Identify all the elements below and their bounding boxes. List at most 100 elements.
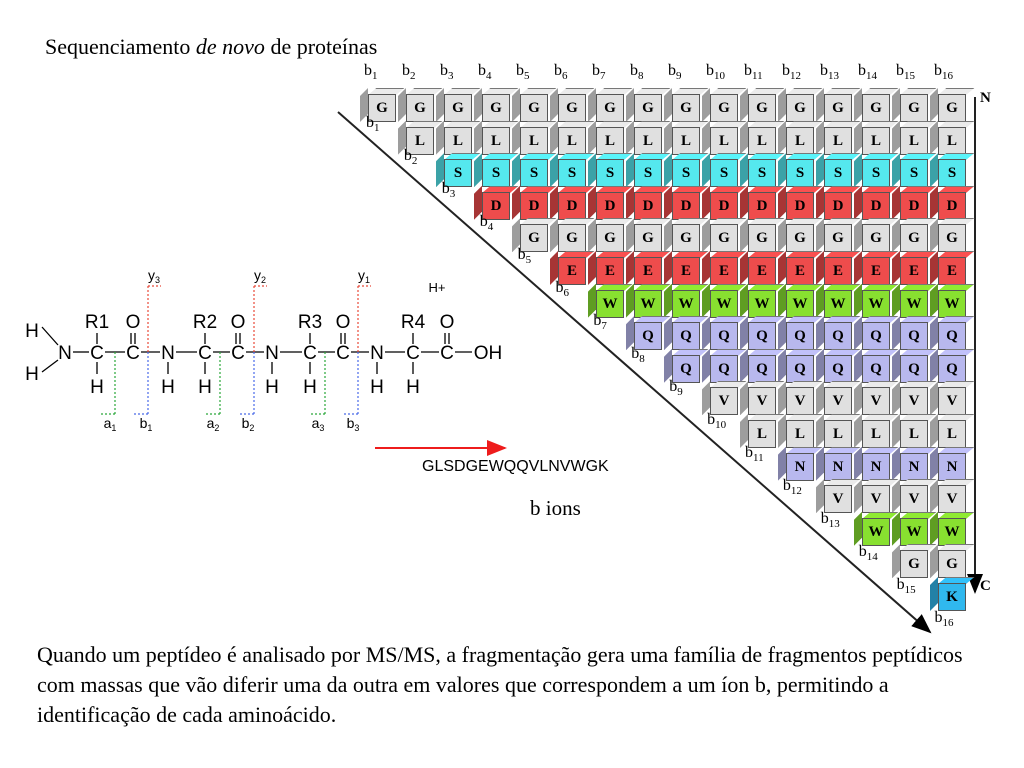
residue-cube-V: V (930, 381, 975, 416)
diagonal-b-ion-label: b7 (593, 312, 607, 333)
residue-cube-W: W (892, 511, 937, 546)
diagonal-b-ion-label: b15 (896, 576, 916, 597)
column-b-ion-label: b6 (554, 62, 568, 83)
residue-cube-L: L (588, 120, 633, 155)
residue-cube-E: E (740, 251, 785, 285)
residue-cube-D: D (816, 185, 861, 220)
residue-cube-S: S (740, 153, 785, 188)
residue-cube-L: L (930, 414, 975, 448)
residue-cube-V: V (854, 381, 899, 416)
residue-cube-Q: Q (702, 348, 747, 383)
chain-atom: N (265, 343, 279, 364)
residue-cube-D: D (702, 185, 747, 220)
residue-cube-G: G (816, 88, 861, 122)
column-b-ion-label: b12 (782, 62, 801, 83)
oxygen-atom: O (126, 312, 141, 333)
residue-cube-Q: Q (740, 348, 785, 383)
bond-line (41, 326, 59, 346)
diagonal-b-ion-label: b9 (669, 378, 683, 399)
residue-cube-L: L (474, 120, 519, 155)
residue-cube-V: V (892, 479, 937, 514)
residue-cube-S: S (436, 153, 481, 188)
side-chain-label: R3 (298, 312, 322, 333)
column-b-ion-label: b3 (440, 62, 454, 83)
residue-cube-Q: Q (626, 316, 671, 351)
column-b-ion-label: b1 (364, 62, 378, 83)
fragment-ion-label: b2 (242, 415, 255, 433)
diagonal-b-ion-label: b2 (403, 147, 418, 168)
residue-cube-L: L (740, 120, 785, 155)
residue-cube-G: G (436, 88, 481, 122)
residue-cube-L: L (892, 120, 937, 155)
residue-cube-E: E (930, 251, 975, 285)
residue-cube-L: L (854, 414, 899, 448)
c-terminus-label: C (980, 578, 991, 594)
hydrogen-atom: H (90, 377, 104, 398)
column-b-ion-label: b15 (896, 62, 915, 83)
residue-cube-Q: Q (854, 348, 899, 383)
residue-cube-W: W (854, 511, 899, 546)
chain-atom: C (303, 343, 317, 364)
residue-cube-L: L (550, 120, 595, 155)
residue-cube-G: G (512, 218, 557, 253)
residue-cube-N: N (778, 446, 823, 481)
residue-cube-E: E (778, 251, 823, 285)
residue-cube-Q: Q (778, 348, 823, 383)
hydrogen-atom: H (370, 377, 384, 398)
chain-atom: N (58, 343, 72, 364)
residue-cube-S: S (474, 153, 519, 188)
residue-cube-W: W (816, 283, 861, 318)
residue-cube-V: V (854, 479, 899, 514)
residue-cube-S: S (512, 153, 557, 188)
residue-cube-Q: Q (778, 316, 823, 351)
residue-cube-G: G (778, 88, 823, 122)
column-b-ion-label: b13 (820, 62, 839, 83)
chain-atom: C (126, 343, 140, 364)
column-b-ion-label: b8 (630, 62, 644, 83)
residue-cube-G: G (930, 218, 975, 253)
chain-atom: N (161, 343, 175, 364)
residue-cube-E: E (702, 251, 747, 285)
column-b-ion-label: b2 (402, 62, 416, 83)
residue-cube-V: V (930, 479, 975, 514)
residue-cube-G: G (930, 88, 975, 122)
residue-cube-W: W (892, 283, 937, 318)
slide-title: Sequenciamento de novo de proteínas (45, 34, 378, 59)
residue-cube-D: D (512, 185, 557, 220)
residue-cube-S: S (626, 153, 671, 188)
residue-cube-Q: Q (854, 316, 899, 351)
diagonal-b-ion-label: b12 (782, 477, 802, 498)
diagonal-b-ion-label: b5 (517, 246, 532, 267)
chain-atom: C (231, 343, 245, 364)
residue-cube-L: L (892, 414, 937, 448)
residue-cube-L: L (740, 414, 785, 448)
chain-atom: C (198, 343, 212, 364)
residue-cube-E: E (664, 251, 709, 285)
residue-cube-W: W (664, 283, 709, 318)
residue-cube-N: N (892, 446, 937, 481)
residue-cube-G: G (512, 88, 557, 122)
residue-cube-G: G (854, 88, 899, 122)
residue-cube-D: D (778, 185, 823, 220)
residue-cube-G: G (550, 218, 595, 253)
oxygen-atom: O (440, 312, 455, 333)
diagonal-b-ion-label: b8 (631, 345, 645, 366)
residue-cube-W: W (778, 283, 823, 318)
diagonal-b-ion-label: b16 (934, 609, 954, 630)
fragment-ion-label: a3 (312, 415, 325, 433)
residue-cube-L: L (778, 120, 823, 155)
residue-cube-Q: Q (664, 316, 709, 351)
residue-cube-L: L (398, 120, 443, 155)
residue-cube-S: S (778, 153, 823, 188)
residue-cube-L: L (702, 120, 747, 155)
residue-cube-G: G (854, 218, 899, 253)
hydrogen-atom: H (265, 377, 279, 398)
residue-cube-W: W (626, 283, 671, 318)
residue-cube-L: L (778, 414, 823, 448)
residue-cube-S: S (550, 153, 595, 188)
y-ion-label: y1 (358, 267, 370, 285)
residue-cube-G: G (626, 218, 671, 253)
column-b-ion-label: b10 (706, 62, 725, 83)
